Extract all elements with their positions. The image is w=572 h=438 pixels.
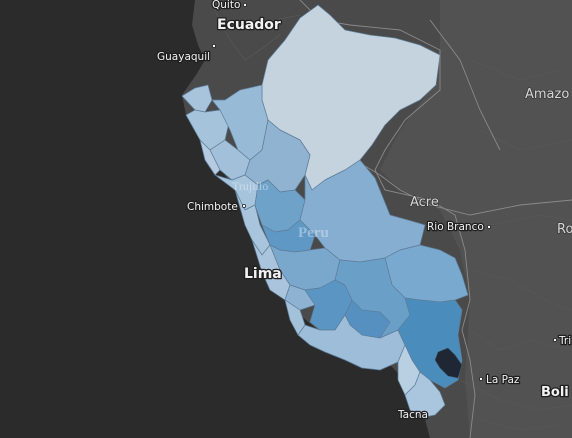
label-acre: Acre — [410, 195, 439, 210]
label-tacna: Tacna — [397, 409, 428, 421]
dot-quito — [242, 3, 247, 8]
label-guayaquil: Guayaquil — [157, 51, 210, 63]
label-la-paz: La Paz — [486, 374, 520, 386]
label-amazonas: Amazo — [525, 87, 569, 102]
dot-chimbote — [241, 203, 246, 208]
region-lambayeque[interactable] — [199, 139, 221, 176]
label-trujillo: Trujillo — [232, 179, 268, 193]
dot-rio-branco — [486, 224, 491, 229]
map-labels: Quito Ecuador Guayaquil Amazo Chimbote T… — [156, 0, 572, 422]
label-ro: Ro — [557, 222, 572, 237]
label-rio-branco: Rio Branco — [427, 221, 484, 233]
land-shade — [380, 0, 572, 438]
label-quito: Quito — [212, 0, 240, 11]
label-bolivia: Boli — [541, 385, 569, 400]
region-tacna[interactable] — [404, 371, 446, 419]
road-network — [214, 9, 572, 431]
city-markers — [211, 3, 558, 381]
dot-tri — [553, 337, 558, 342]
label-peru: Peru — [298, 225, 329, 241]
label-tri: Tri — [558, 335, 571, 347]
dot-la-paz — [478, 376, 483, 381]
lake-titicaca — [434, 347, 463, 379]
label-lima: Lima — [244, 266, 282, 282]
country-borders — [299, 0, 572, 438]
label-ecuador: Ecuador — [217, 17, 281, 33]
dot-guayaquil — [211, 44, 216, 49]
label-chimbote: Chimbote — [187, 201, 238, 213]
peru-regions — [181, 4, 469, 419]
